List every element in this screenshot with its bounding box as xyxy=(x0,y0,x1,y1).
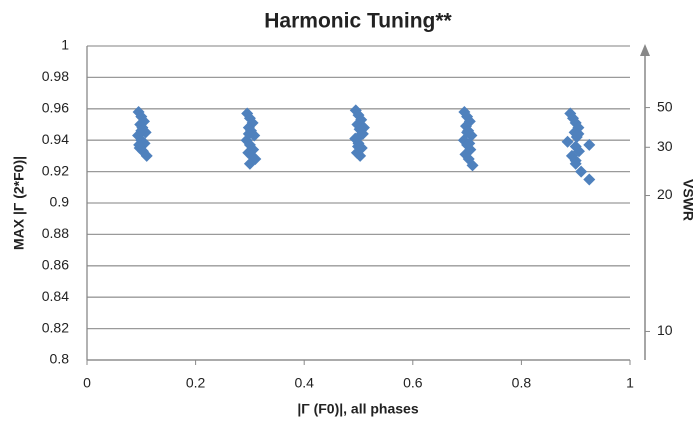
y-tick-label: 1 xyxy=(61,37,69,53)
x-tick-label: 0.4 xyxy=(294,375,314,391)
point xyxy=(466,159,479,172)
point xyxy=(575,165,588,178)
point xyxy=(140,149,153,162)
y-tick-label: 0.86 xyxy=(42,257,69,273)
x-tick-label: 0.2 xyxy=(186,375,206,391)
point xyxy=(569,157,582,170)
y-tick-label: 0.8 xyxy=(50,351,70,367)
y-tick-label: 0.84 xyxy=(42,288,69,304)
x-axis-label: |Γ (F0)|, all phases xyxy=(297,401,418,417)
point xyxy=(135,124,148,137)
point xyxy=(243,157,256,170)
y2-tick-label: 50 xyxy=(657,98,673,114)
point xyxy=(561,135,574,148)
y-tick-label: 0.96 xyxy=(42,100,69,116)
y-tick-label: 0.94 xyxy=(42,131,69,147)
point xyxy=(352,131,365,144)
y2-axis-arrow xyxy=(640,44,650,56)
point xyxy=(572,127,585,140)
y-tick-label: 0.82 xyxy=(42,319,69,335)
point xyxy=(583,138,596,151)
y2-tick-label: 20 xyxy=(657,186,673,202)
point xyxy=(354,149,367,162)
point xyxy=(463,137,476,150)
point xyxy=(583,173,596,186)
y-axis-label: MAX |Γ (2*F0)| xyxy=(11,156,27,250)
y-tick-label: 0.98 xyxy=(42,68,69,84)
y2-tick-label: 10 xyxy=(657,322,673,338)
point xyxy=(351,140,364,153)
y-tick-label: 0.9 xyxy=(50,194,70,210)
y-tick-label: 0.88 xyxy=(42,225,69,241)
point xyxy=(357,121,370,134)
point xyxy=(460,120,473,133)
y2-axis-label: VSWR xyxy=(680,179,696,221)
y2-tick-label: 30 xyxy=(657,138,673,154)
x-tick-label: 1 xyxy=(626,375,634,391)
x-tick-label: 0 xyxy=(83,375,91,391)
x-tick-label: 0.6 xyxy=(403,375,423,391)
y-tick-label: 0.92 xyxy=(42,162,69,178)
point xyxy=(461,126,474,139)
x-tick-label: 0.8 xyxy=(512,375,532,391)
chart-title: Harmonic Tuning** xyxy=(264,10,452,33)
point xyxy=(242,127,255,140)
point xyxy=(133,138,146,151)
